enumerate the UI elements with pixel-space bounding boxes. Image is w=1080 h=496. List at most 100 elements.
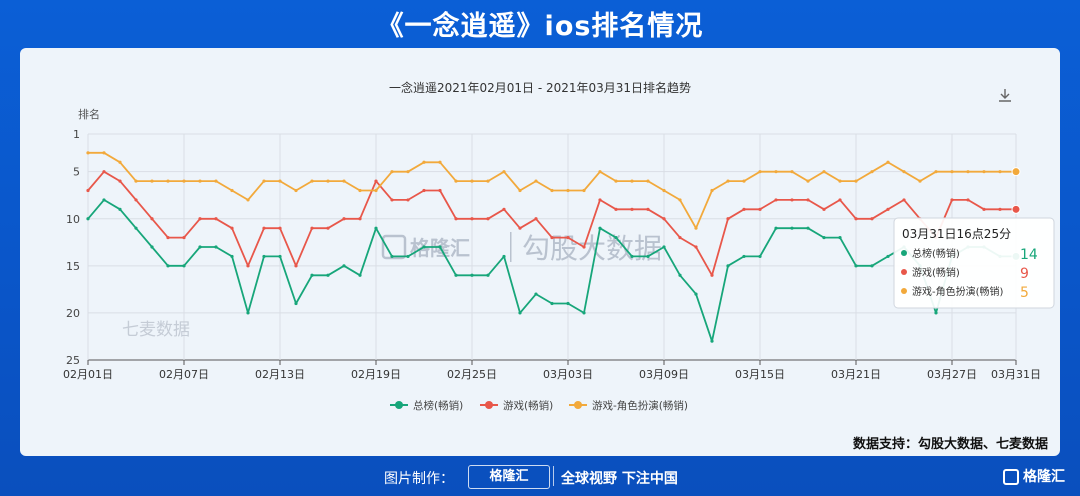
- data-point-game: [454, 217, 458, 221]
- x-tick-label: 03月15日: [735, 368, 785, 381]
- y-tick-label: 5: [73, 166, 80, 179]
- data-point-rpg: [246, 198, 250, 202]
- data-point-game: [998, 207, 1002, 211]
- data-point-game: [246, 264, 250, 268]
- data-point-game: [166, 235, 170, 240]
- ranking-line-chart: 一念逍遥2021年02月01日 - 2021年03月31日排名趋势 排名 151…: [63, 80, 1055, 452]
- x-tick-label: 03月03日: [543, 368, 593, 381]
- data-point-rpg: [422, 160, 426, 164]
- data-point-rpg: [902, 170, 906, 174]
- data-point-rpg: [966, 170, 970, 174]
- data-source: 数据支持：勾股大数据、七麦数据: [853, 436, 1048, 452]
- data-point-overall: [358, 273, 362, 277]
- y-tick-label: 15: [66, 260, 80, 273]
- data-point-rpg: [630, 179, 634, 183]
- brand-g-icon: [1003, 469, 1019, 485]
- data-point-rpg: [582, 188, 586, 193]
- data-point-overall: [454, 273, 458, 277]
- footer: 图片制作： 格隆汇 全球视野 下注中国: [0, 462, 1080, 492]
- legend-overall-label[interactable]: 总榜(畅销): [413, 399, 463, 412]
- data-point-rpg: [1011, 167, 1021, 177]
- x-tick-label: 03月21日: [831, 368, 881, 381]
- data-point-overall: [166, 264, 170, 268]
- data-point-rpg: [870, 170, 874, 174]
- watermark-qimai: 七麦数据: [122, 320, 190, 340]
- data-point-overall: [726, 264, 730, 268]
- tooltip-rpg-dot: [901, 288, 907, 294]
- data-point-game: [150, 217, 154, 221]
- data-point-rpg: [726, 179, 730, 183]
- data-point-game: [406, 198, 410, 202]
- data-point-rpg: [454, 179, 458, 183]
- data-point-overall: [406, 254, 410, 259]
- data-point-overall: [790, 226, 794, 230]
- data-point-rpg: [502, 170, 506, 174]
- data-point-overall: [86, 217, 90, 221]
- y-tick-label: 10: [66, 213, 80, 226]
- series-rpg: [86, 151, 1021, 230]
- legend-game-marker: [485, 401, 493, 409]
- watermark-main: 勾股大数据: [522, 232, 662, 265]
- x-tick-label: 03月31日: [991, 368, 1041, 381]
- download-icon[interactable]: [999, 89, 1011, 102]
- y-tick-label: 1: [73, 128, 80, 141]
- series-line-overall: [87, 198, 1016, 343]
- data-point-rpg: [758, 170, 762, 174]
- data-point-game: [902, 198, 906, 202]
- x-tick-label: 02月25日: [447, 368, 497, 381]
- data-point-overall: [582, 311, 586, 315]
- data-point-game: [710, 273, 714, 277]
- y-tick-label: 25: [66, 354, 80, 367]
- legend-overall-marker: [395, 401, 403, 409]
- tooltip-rpg-name: 游戏-角色扮演(畅销): [912, 285, 1004, 298]
- data-point-rpg: [838, 179, 842, 183]
- data-point-rpg: [822, 170, 826, 174]
- tooltip-rpg-value: 5: [1020, 285, 1029, 301]
- series-game: [86, 170, 1021, 277]
- data-point-game: [102, 170, 106, 174]
- tooltip-overall-name: 总榜(畅销): [912, 247, 960, 260]
- data-point-overall: [390, 254, 394, 259]
- data-point-rpg: [534, 179, 538, 183]
- data-point-game: [342, 217, 346, 221]
- data-point-overall: [646, 254, 650, 259]
- data-point-rpg: [86, 151, 90, 155]
- data-point-game: [966, 198, 970, 202]
- data-point-overall: [422, 245, 426, 249]
- legend-game-label[interactable]: 游戏(畅销): [503, 399, 553, 412]
- data-point-rpg: [470, 179, 474, 183]
- tooltip-overall-dot: [901, 250, 907, 256]
- data-point-game: [214, 217, 218, 221]
- x-tick-label: 03月09日: [639, 368, 689, 381]
- footer-made-by: 图片制作：: [384, 471, 454, 487]
- data-point-game: [854, 217, 858, 221]
- data-point-rpg: [358, 188, 362, 193]
- watermark-logo-icon: [381, 234, 407, 260]
- data-point-game: [230, 226, 234, 230]
- data-point-overall: [742, 254, 746, 259]
- data-point-rpg: [438, 160, 442, 164]
- data-point-overall: [230, 254, 234, 259]
- data-point-rpg: [390, 170, 394, 174]
- data-point-rpg: [166, 179, 170, 183]
- data-point-rpg: [950, 170, 954, 174]
- data-point-game: [790, 198, 794, 202]
- data-point-overall: [518, 311, 522, 315]
- data-point-overall: [326, 273, 330, 277]
- data-point-game: [662, 217, 666, 221]
- data-point-overall: [294, 301, 298, 306]
- data-point-game: [806, 198, 810, 202]
- data-point-game: [726, 217, 730, 221]
- data-point-game: [822, 207, 826, 211]
- legend-rpg-label[interactable]: 游戏-角色扮演(畅销): [592, 399, 688, 412]
- data-point-game: [486, 217, 490, 221]
- data-point-game: [550, 235, 554, 240]
- data-point-rpg: [214, 179, 218, 183]
- data-point-game: [598, 198, 602, 202]
- data-point-overall: [134, 226, 138, 230]
- watermark-divider: [510, 232, 512, 262]
- data-point-game: [262, 226, 266, 230]
- chart-legend[interactable]: 总榜(畅销) 游戏(畅销) 游戏-角色扮演(畅销): [390, 399, 688, 412]
- data-point-game: [518, 226, 522, 230]
- data-point-rpg: [374, 188, 378, 193]
